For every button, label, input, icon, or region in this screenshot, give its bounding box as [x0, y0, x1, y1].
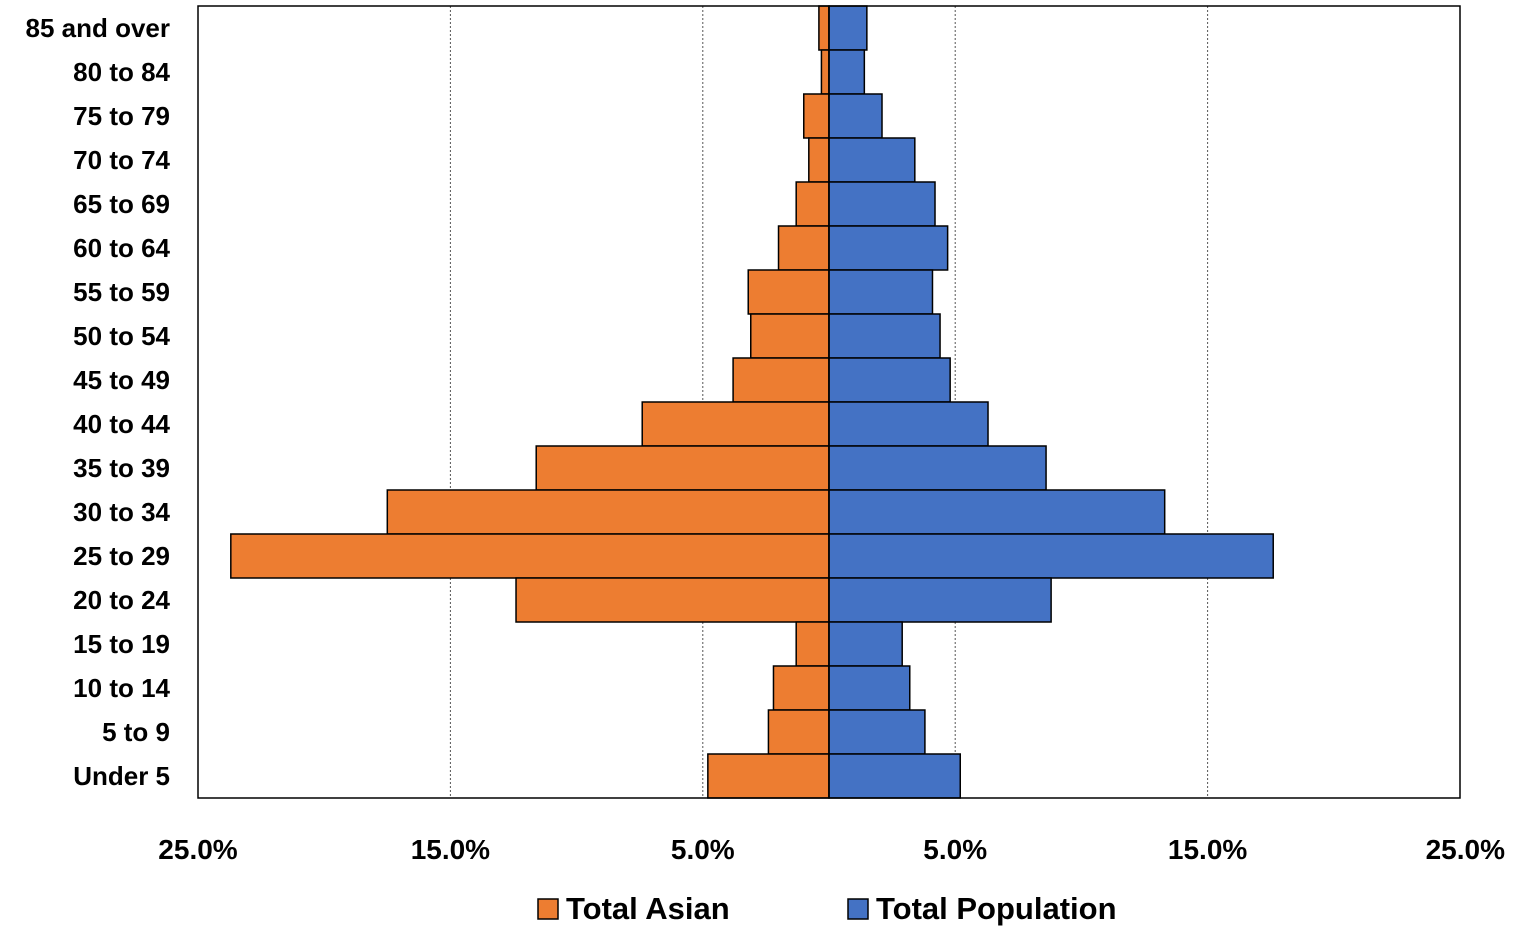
bar-total-population	[828, 49, 866, 95]
bar-total-asian	[795, 621, 830, 667]
bar-total-population	[828, 225, 949, 271]
bar-total-asian	[535, 445, 830, 491]
x-axis-labels: 25.0% 15.0% 5.0% 5.0% 15.0% 25.0%	[158, 834, 1505, 865]
y-tick-label: Under 5	[73, 761, 170, 791]
bar-total-asian	[803, 93, 830, 139]
bar-total-asian	[750, 313, 830, 359]
y-tick-label: 25 to 29	[73, 541, 170, 571]
y-tick-label: 50 to 54	[73, 321, 170, 351]
bar-total-population	[828, 269, 934, 315]
bar-total-asian	[386, 489, 830, 535]
bar-total-population	[828, 181, 936, 227]
legend: Total Asian Total Population	[537, 891, 1117, 926]
y-axis-labels: 85 and over 80 to 84 75 to 79 70 to 74 65 to…	[25, 13, 170, 791]
bar-total-population	[828, 665, 911, 711]
y-tick-label: 45 to 49	[73, 365, 170, 395]
bar-total-asian	[777, 225, 830, 271]
bar-total-population	[828, 93, 883, 139]
bar-total-asian	[732, 357, 830, 403]
bar-total-asian	[772, 665, 830, 711]
bar-total-population	[828, 533, 1274, 579]
bar-total-asian	[747, 269, 830, 315]
bar-total-population	[828, 577, 1052, 623]
y-tick-label: 60 to 64	[73, 233, 170, 263]
y-tick-label: 85 and over	[25, 13, 170, 43]
bar-total-asian	[818, 5, 830, 51]
bar-total-asian	[795, 181, 830, 227]
bar-total-asian	[808, 137, 830, 183]
bar-total-asian	[641, 401, 830, 447]
bar-total-population	[828, 137, 916, 183]
y-tick-label: 55 to 59	[73, 277, 170, 307]
bar-total-population	[828, 313, 941, 359]
x-tick-label: 5.0%	[671, 834, 735, 865]
bar-total-population	[828, 357, 951, 403]
y-tick-label: 5 to 9	[102, 717, 170, 747]
y-tick-label: 40 to 44	[73, 409, 170, 439]
bar-total-population	[828, 753, 961, 799]
y-tick-label: 70 to 74	[73, 145, 170, 175]
y-tick-label: 75 to 79	[73, 101, 170, 131]
y-tick-label: 80 to 84	[73, 57, 170, 87]
bar-total-population	[828, 709, 926, 755]
bar-total-asian	[707, 753, 830, 799]
bar-total-asian	[767, 709, 830, 755]
y-tick-label: 65 to 69	[73, 189, 170, 219]
y-tick-label: 15 to 19	[73, 629, 170, 659]
bar-total-population	[828, 5, 868, 51]
bar-total-asian	[820, 49, 830, 95]
legend-swatch	[847, 898, 869, 920]
x-tick-label: 25.0%	[1426, 834, 1505, 865]
x-tick-label: 15.0%	[1168, 834, 1247, 865]
y-tick-label: 10 to 14	[73, 673, 170, 703]
bar-total-population	[828, 489, 1166, 535]
bar-total-asian	[230, 533, 830, 579]
bar-total-population	[828, 445, 1047, 491]
y-tick-label: 30 to 34	[73, 497, 170, 527]
plot-border	[197, 5, 1461, 799]
legend-label: Total Asian	[566, 891, 730, 926]
y-tick-label: 20 to 24	[73, 585, 170, 615]
legend-swatch	[537, 898, 559, 920]
bar-total-asian	[515, 577, 830, 623]
x-tick-label: 15.0%	[411, 834, 490, 865]
x-tick-label: 5.0%	[923, 834, 987, 865]
legend-label: Total Population	[876, 891, 1117, 926]
bar-total-population	[828, 621, 903, 667]
y-tick-label: 35 to 39	[73, 453, 170, 483]
bar-total-population	[828, 401, 989, 447]
x-tick-label: 25.0%	[158, 834, 237, 865]
